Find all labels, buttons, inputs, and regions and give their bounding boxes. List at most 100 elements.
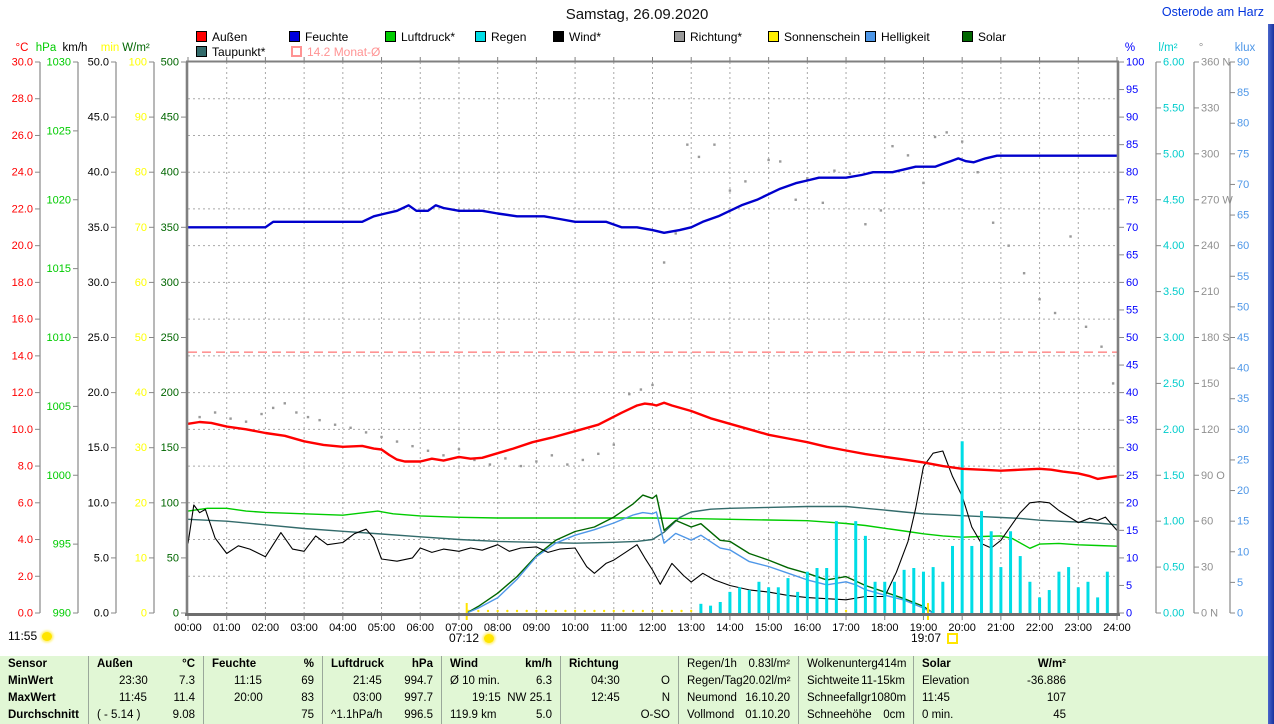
axis-label-dir: 30 [1201, 562, 1213, 574]
table-cell-value: °C [182, 658, 195, 670]
table-cell-label: Feuchte [212, 658, 257, 670]
table-cell-value: 996.5 [404, 709, 433, 721]
legend-item-außen[interactable]: Außen [196, 29, 248, 44]
table-cell-label: 0 min. [922, 709, 954, 721]
axis-label-temp: 14.0 [12, 350, 33, 362]
rain-bar [1057, 571, 1061, 613]
rain-bar [970, 545, 974, 613]
legend-item-richtung[interactable]: Richtung* [674, 30, 742, 44]
legend-item-regen[interactable]: Regen [475, 30, 526, 44]
legend-item-feuchte[interactable]: Feuchte [289, 30, 348, 44]
table-cell-label: 03:00 [353, 692, 382, 704]
axis-label-hum: 10 [1126, 552, 1138, 564]
direction-dot [662, 261, 666, 264]
legend-swatch-icon [553, 31, 564, 42]
direction-dot [1084, 325, 1088, 328]
rain-bar [1105, 571, 1109, 613]
legend-item-solar[interactable]: Solar [962, 30, 1006, 44]
sunshine-dot [496, 609, 499, 613]
legend-item-helligkeit[interactable]: Helligkeit [865, 30, 930, 44]
legend-item-wind[interactable]: Wind* [553, 30, 601, 44]
direction-dot [395, 440, 399, 443]
axis-label-klux: 90 [1237, 57, 1249, 69]
direction-dot [933, 135, 937, 139]
rain-bar [941, 581, 945, 613]
axis-label-sunmin: 30 [135, 442, 147, 454]
legend-label: Außen [212, 29, 248, 44]
rain-bar [1018, 556, 1022, 613]
series-feuchte [188, 154, 1117, 235]
axis-label-hum: 0 [1126, 608, 1132, 620]
axis-label-hum: 50 [1126, 332, 1138, 344]
table-cell-label: MaxWert [8, 692, 56, 704]
table-cell-value: 11.4 [173, 692, 195, 704]
direction-dot [442, 454, 445, 457]
weather-chart: 30.0 28.0 26.0 24.0 22.0 20.0 18.0 16.0 14.0 12.0… [12, 42, 1256, 634]
direction-dot [306, 415, 310, 419]
table-header-row: Luftdruck hPa [323, 656, 441, 673]
table-cell-label: Sichtweite [807, 675, 860, 687]
direction-dot [864, 223, 867, 226]
station-link[interactable]: Osterode am Harz [1161, 5, 1264, 19]
direction-dot [244, 420, 248, 423]
legend-item-142monat[interactable]: 14.2 Monat-Ø [291, 45, 380, 59]
table-cell-value: 5.0 [536, 709, 552, 721]
axis-label-dir: 180 S [1201, 332, 1230, 344]
table-row: ^1.1hPa/h 996.5 [323, 707, 441, 724]
axis-label-wind: 5.0 [94, 552, 109, 564]
axis-label-press: 1005 [47, 401, 71, 413]
x-axis-label: 03:00 [290, 622, 318, 634]
axis-label-press: 1025 [47, 125, 71, 137]
axis-label-klux: 15 [1237, 516, 1249, 528]
legend-item-luftdruck[interactable]: Luftdruck* [385, 30, 455, 44]
table-cell-value: 0.83l/m² [748, 658, 790, 670]
direction-dot [426, 449, 430, 452]
x-axis-label: 16:00 [794, 622, 822, 634]
axis-label-solar: 300 [161, 277, 179, 289]
table-cell-value: km/h [525, 658, 552, 670]
sunshine-dot [690, 609, 693, 613]
direction-dot [612, 443, 615, 446]
direction-dot [628, 392, 631, 396]
axis-label-dir: 270 W [1201, 194, 1233, 206]
table-row: Regen/Tag 20.02l/m² [679, 673, 798, 690]
rain-bar [912, 568, 916, 613]
table-row: 20:00 83 [204, 690, 322, 707]
axis-label-temp: 30.0 [12, 57, 33, 69]
rain-bar [1076, 587, 1080, 613]
direction-dot [821, 201, 825, 205]
rain-bar [757, 581, 761, 613]
table-row: O-SO [561, 707, 678, 724]
table-cell-label: 19:15 [472, 692, 501, 704]
table-cell-label: Ø 10 min. [450, 675, 500, 687]
direction-dot [651, 383, 654, 387]
table-cell-value: O [661, 675, 670, 687]
table-cell-value: 83 [301, 692, 314, 704]
axis-label-wind: 45.0 [88, 112, 109, 124]
direction-dot [891, 144, 894, 148]
table-cell-value: 7.3 [179, 675, 195, 687]
table-cell-label: 119.9 km [450, 709, 497, 721]
table-cell-value: 997.7 [404, 692, 433, 704]
axis-label-solar: 50 [167, 552, 179, 564]
table-row: Schneefallgr 1080m [799, 690, 913, 707]
direction-dot [535, 460, 538, 463]
rain-bar [892, 581, 896, 613]
direction-dot [794, 198, 797, 201]
x-axis-label: 12:00 [639, 622, 667, 634]
axis-label-press: 995 [53, 539, 71, 551]
direction-dot [566, 463, 569, 466]
direction-dot [1069, 235, 1072, 238]
direction-dot [318, 418, 321, 422]
table-cell-label: Schneehöhe [807, 709, 872, 721]
table-column-1: Außen °C 23:30 7.3 11:45 11.4 ( - 5.14 ) 9.08 [88, 656, 203, 724]
table-header-row: Wind km/h [442, 656, 560, 673]
rain-bar [1009, 531, 1013, 613]
table-column-8: Solar W/m² Elevation -36.886 11:45 107 0 min. 4… [913, 656, 1268, 724]
table-row: 75 [204, 707, 322, 724]
legend-item-taupunkt[interactable]: Taupunkt* [196, 45, 265, 59]
legend-item-sonnenschein[interactable]: Sonnenschein [768, 30, 860, 44]
table-row: Sichtweite 11-15km [799, 673, 913, 690]
axis-label-hum: 95 [1126, 84, 1138, 96]
axis-label-press: 1010 [47, 332, 71, 344]
